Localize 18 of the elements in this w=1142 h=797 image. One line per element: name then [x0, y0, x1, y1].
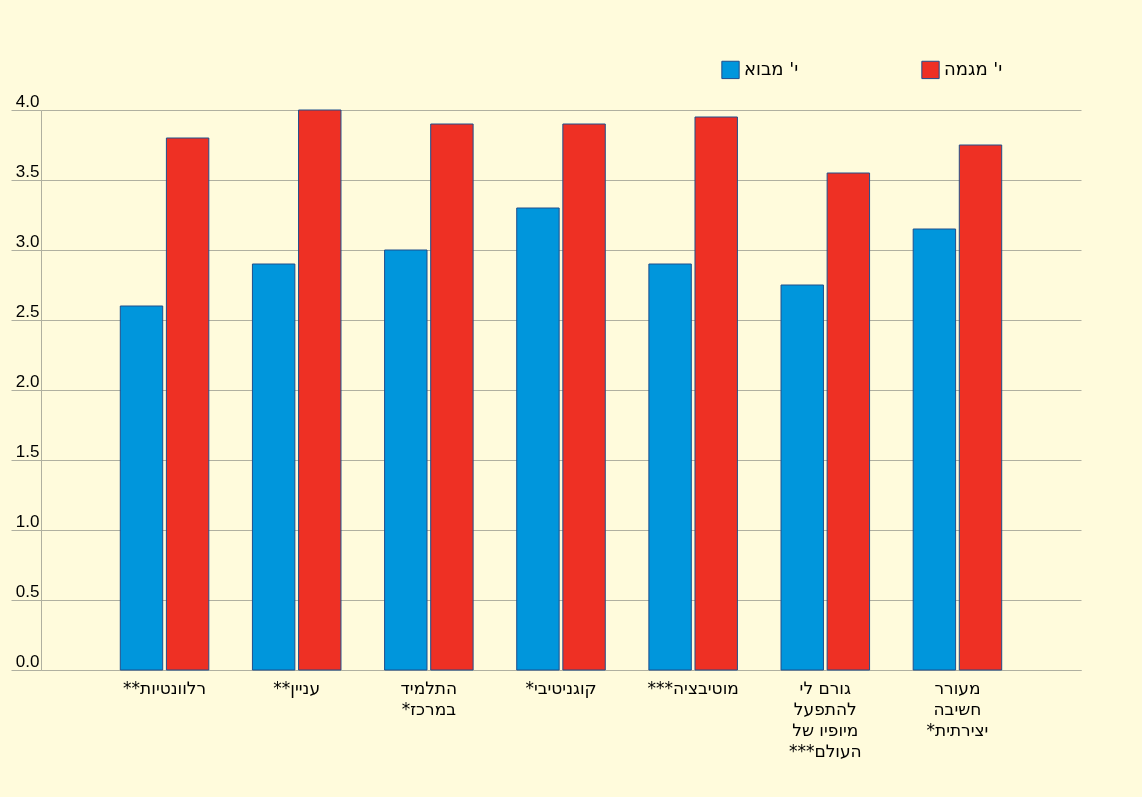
legend-label: י' מבוא: [744, 57, 799, 79]
y-tick-label: 0.0: [15, 651, 40, 671]
x-tick-label: גורם לי להתפעל מיופיו של העולם***: [788, 677, 862, 761]
y-tick-label: 2.0: [15, 371, 40, 391]
y-tick-label: 2.5: [15, 301, 40, 321]
x-tick-label: עניין**: [273, 677, 321, 698]
y-tick-label: 1.0: [15, 511, 40, 531]
x-tick-label: קוגניטיבי*: [525, 677, 597, 698]
x-tick-label: מוטיבציה***: [647, 677, 739, 698]
x-tick-label: רלוונטיות**: [123, 677, 207, 698]
x-tick-label: התלמיד במרכז*: [400, 677, 458, 719]
legend-label: י' מגמה: [944, 57, 1003, 79]
y-tick-label: 0.5: [15, 581, 40, 601]
x-tick-label: מעורר חשיבה יצירתית*: [926, 677, 989, 740]
y-tick-label: 4.0: [15, 91, 40, 111]
y-tick-label: 3.0: [15, 231, 40, 251]
y-tick-label: 1.5: [15, 441, 40, 461]
y-tick-label: 3.5: [15, 161, 40, 181]
